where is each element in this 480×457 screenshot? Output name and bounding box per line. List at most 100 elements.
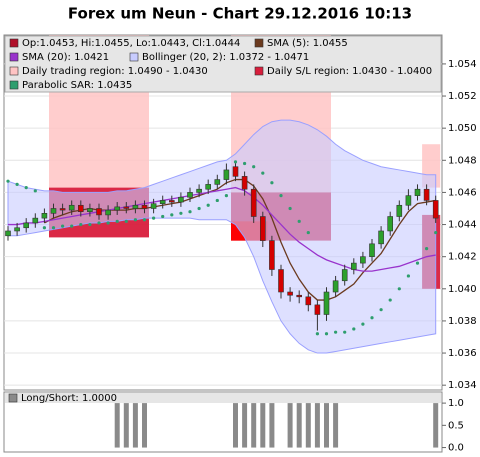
- sar-dot: [406, 274, 410, 278]
- candle-body: [341, 269, 348, 282]
- sar-dot: [252, 165, 256, 169]
- candle-body: [187, 192, 193, 198]
- sar-dot: [133, 218, 137, 222]
- legend-swatch: [9, 52, 19, 62]
- candle-body: [241, 176, 248, 190]
- bar: [314, 403, 320, 448]
- bar: [233, 403, 238, 448]
- legend-swatch: [254, 66, 264, 76]
- candle-body: [114, 206, 120, 211]
- y-tick-label: 1.038: [448, 316, 477, 327]
- y-tick-label: 1.052: [448, 91, 477, 102]
- sar-dot: [6, 179, 10, 183]
- candle-body: [269, 240, 275, 270]
- chart-title: Forex um Neun - Chart 29.12.2016 10:13: [68, 5, 412, 23]
- sar-dot: [243, 161, 247, 166]
- candle-body: [278, 269, 284, 293]
- bar: [132, 403, 138, 448]
- sar-dot: [61, 224, 65, 228]
- y-tick-label: 0.0: [448, 443, 464, 454]
- candle-body: [132, 204, 139, 209]
- candle-body: [159, 200, 166, 204]
- candle-body: [360, 256, 366, 264]
- candle-body: [369, 243, 375, 257]
- candle-body: [5, 230, 11, 237]
- candle-body: [68, 204, 75, 211]
- sar-dot: [88, 222, 92, 227]
- sar-dot: [70, 224, 74, 228]
- candle-body: [323, 291, 330, 315]
- legend-swatch: [9, 38, 19, 48]
- legend-swatch: [129, 52, 139, 62]
- bar: [114, 403, 120, 448]
- candle-body: [305, 296, 312, 306]
- sar-dot: [51, 226, 56, 230]
- sar-dot: [124, 219, 128, 223]
- candle-body: [314, 304, 321, 315]
- sar-dot: [297, 219, 301, 223]
- legend-label: Daily S/L region: 1.0430 - 1.0400: [267, 66, 432, 77]
- legend-swatch: [9, 80, 19, 90]
- sar-dot: [115, 219, 119, 223]
- sar-dot: [434, 230, 438, 235]
- sar-dot: [361, 322, 365, 326]
- candle-body: [259, 216, 266, 241]
- sar-dot: [315, 332, 319, 336]
- candle-body: [105, 209, 111, 216]
- candle-body: [396, 204, 403, 217]
- y-tick-label: 1.054: [448, 59, 477, 70]
- legend-label: Parabolic SAR: 1.0435: [22, 80, 132, 91]
- legend-label: SMA (5): 1.0455: [267, 38, 348, 49]
- y-tick-label: 1.040: [448, 284, 477, 295]
- sar-dot: [379, 308, 383, 312]
- sar-dot: [288, 206, 292, 211]
- legend-label: Bollinger (20, 2): 1.0372 - 1.0471: [142, 52, 309, 63]
- sar-dot: [197, 206, 201, 211]
- candle-body: [223, 169, 230, 180]
- candle-body: [287, 291, 293, 296]
- sar-dot: [270, 181, 274, 185]
- sar-dot: [24, 186, 28, 190]
- y-tick-label: 1.036: [448, 348, 477, 359]
- legend-label: Daily trading region: 1.0490 - 1.0430: [22, 66, 208, 77]
- candle-body: [14, 227, 20, 232]
- candle-body: [405, 195, 412, 206]
- sar-dot: [142, 218, 147, 222]
- candle-body: [41, 213, 48, 219]
- y-tick-label: 1.0: [448, 398, 464, 409]
- legend-box: [4, 35, 442, 93]
- y-tick-label: 1.044: [448, 220, 477, 231]
- candle-body: [23, 222, 30, 229]
- candle-body: [250, 188, 257, 217]
- bar: [142, 403, 147, 448]
- sar-dot: [334, 330, 338, 334]
- sar-dot: [425, 247, 429, 251]
- sar-dot: [279, 194, 283, 198]
- legend-label: SMA (20): 1.0421: [22, 52, 109, 63]
- bar: [260, 403, 266, 448]
- sar-dot: [97, 221, 101, 225]
- sar-dot: [370, 316, 374, 320]
- sar-dot: [188, 210, 192, 214]
- candle-body: [423, 188, 430, 201]
- axes: 1.034 1.036 1.038 1.040 1.042 1.044 1.046 1.048…: [442, 59, 477, 391]
- sma-line: [8, 186, 436, 272]
- candle-body: [432, 200, 439, 219]
- bar: [242, 403, 248, 448]
- bar: [296, 403, 302, 448]
- y-tick-label: 1.042: [448, 252, 477, 263]
- candle-body: [387, 216, 394, 232]
- bar: [251, 403, 257, 448]
- legend-swatch: [254, 38, 264, 48]
- bar: [123, 403, 129, 448]
- candle-body: [32, 217, 39, 224]
- sar-dot: [388, 298, 392, 302]
- sar-dot: [79, 222, 83, 227]
- candle-body: [414, 188, 421, 196]
- y-tick-label: 0.5: [448, 420, 464, 431]
- sar-dot: [152, 216, 156, 220]
- bar: [324, 403, 329, 448]
- candle-body: [178, 196, 184, 203]
- sar-dot: [324, 332, 329, 336]
